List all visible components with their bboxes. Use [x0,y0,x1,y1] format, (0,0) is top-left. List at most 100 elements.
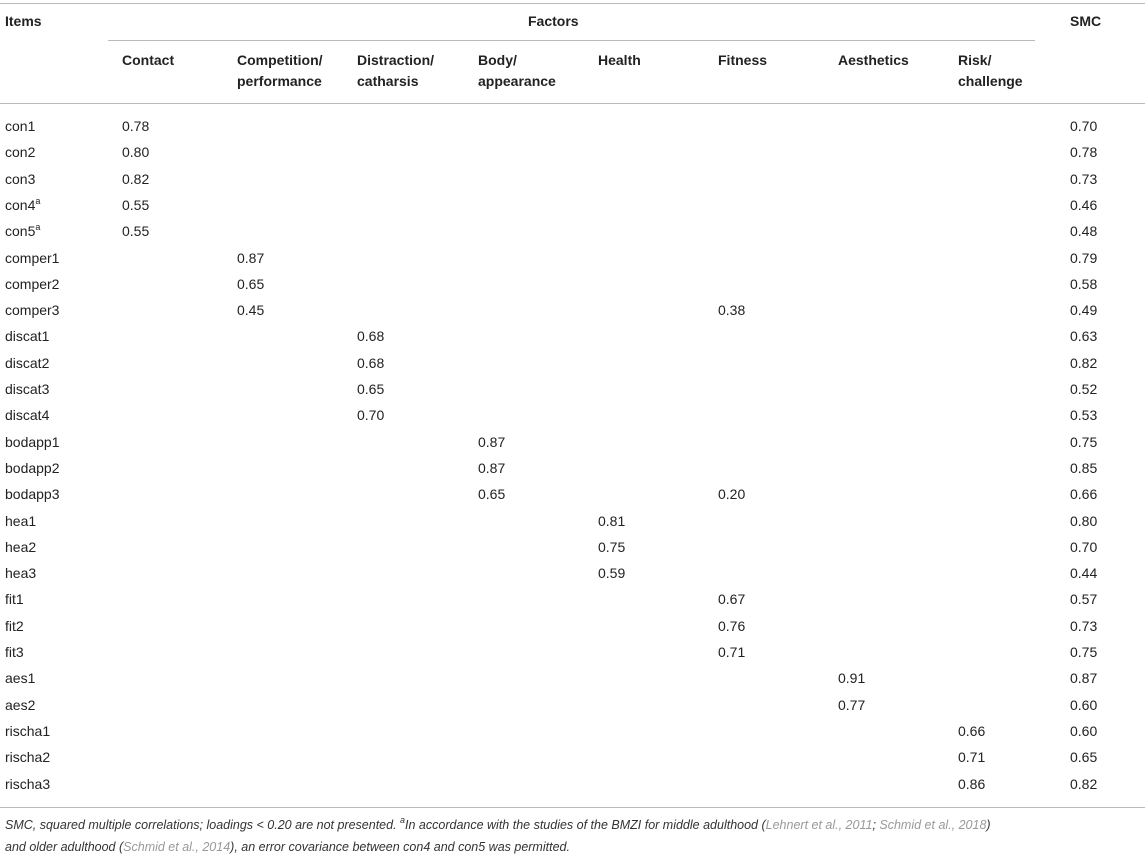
loading-cell: 0.87 [237,249,265,266]
item-label: con1 [5,118,36,134]
smc-cell: 0.44 [1070,565,1098,582]
footnote-text: SMC, squared multiple correlations; load… [5,818,401,832]
column-header: Contact [122,52,175,68]
column-header: Body/ [478,52,517,68]
loading-cell: 0.87 [478,433,506,450]
item-label: rischa1 [5,722,51,739]
item-label: con3 [5,170,36,187]
loading-cell: 0.55 [122,196,150,213]
item-label: hea2 [5,538,37,555]
loading-cell: 0.59 [598,565,626,582]
item-label: rischa2 [5,749,51,766]
item-label: con4 [5,196,36,213]
smc-cell: 0.60 [1070,722,1098,739]
item-label: discat2 [5,354,50,371]
item-cell: con3 [5,169,35,189]
item-cell: fit1 [5,589,24,609]
smc-cell: 0.80 [1070,512,1098,529]
item-cell: con1 [5,116,35,136]
top-rule [0,3,1145,4]
smc-cell: 0.78 [1070,144,1098,161]
smc-cell: 0.75 [1070,644,1098,660]
smc-cell: 0.52 [1070,381,1098,397]
factors-header: Factors [528,13,579,29]
footnote-text: ), an error covariance between con4 and … [230,840,570,854]
footnote: SMC, squared multiple correlations; load… [5,814,991,857]
smc-cell: 0.60 [1070,696,1098,713]
loading-cell: 0.66 [958,722,986,739]
item-label: aes1 [5,670,36,687]
citation[interactable]: Schmid et al., 2014 [123,840,231,854]
item-label: discat3 [5,381,50,397]
loading-cell: 0.91 [838,670,866,687]
item-label: comper2 [5,275,60,292]
smc-cell: 0.75 [1070,433,1098,450]
item-label: fit2 [5,617,24,634]
column-header: Health [598,52,641,68]
footnote-text: ; [872,818,880,832]
loading-cell: 0.20 [718,486,746,503]
item-label: discat4 [5,407,50,424]
item-label: hea3 [5,565,37,582]
loading-cell: 0.68 [357,354,385,371]
item-cell: aes1 [5,668,35,688]
smc-cell: 0.73 [1070,617,1098,634]
smc-cell: 0.57 [1070,591,1098,608]
footnote-mark: a [400,815,406,825]
column-header: challenge [958,73,1023,89]
item-label: comper3 [5,302,60,319]
item-label: rischa3 [5,775,51,792]
smc-cell: 0.79 [1070,249,1098,266]
loading-cell: 0.82 [122,170,150,187]
citation[interactable]: Schmid et al., 2018 [879,818,987,832]
loading-cell: 0.76 [718,617,746,634]
item-cell: fit3 [5,642,24,662]
loading-cell: 0.81 [598,512,626,529]
item-label: con5 [5,223,36,240]
column-header: Distraction/ [357,52,435,68]
item-cell: hea3 [5,563,36,583]
loading-cell: 0.68 [357,328,385,345]
smc-cell: 0.48 [1070,223,1098,240]
loading-cell: 0.71 [718,644,746,660]
loading-cell: 0.55 [122,223,150,240]
item-cell: con5a [5,221,40,241]
citation[interactable]: Lehnert et al., 2011 [765,818,873,832]
item-cell: comper1 [5,248,59,268]
loading-cell: 0.87 [478,459,506,476]
smc-cell: 0.46 [1070,196,1098,213]
column-header: performance [237,73,322,89]
item-label: discat1 [5,328,50,345]
smc-cell: 0.65 [1070,749,1098,766]
smc-cell: 0.49 [1070,302,1098,319]
column-header: Risk/ [958,52,992,68]
item-label: bodapp3 [5,486,60,503]
item-cell: con4a [5,195,40,215]
factors-rule [108,40,1035,41]
item-cell: hea2 [5,537,36,557]
smc-header: SMC [1070,13,1102,29]
item-label: fit3 [5,644,24,660]
smc-cell: 0.82 [1070,775,1098,792]
item-cell: comper3 [5,300,59,320]
item-label: bodapp1 [5,433,60,450]
item-cell: fit2 [5,616,24,636]
loading-cell: 0.67 [718,591,746,608]
item-cell: bodapp1 [5,432,60,452]
smc-cell: 0.73 [1070,170,1098,187]
item-cell: bodapp2 [5,458,60,478]
loading-cell: 0.38 [718,302,746,319]
item-label: con2 [5,144,36,161]
item-footnote-mark: a [35,222,41,233]
loading-cell: 0.65 [237,275,265,292]
item-cell: rischa2 [5,747,50,767]
loading-cell: 0.71 [958,749,986,766]
smc-cell: 0.87 [1070,670,1098,687]
item-label: bodapp2 [5,459,60,476]
item-label: fit1 [5,591,24,608]
smc-cell: 0.70 [1070,538,1098,555]
footnote-text: ) [986,818,991,832]
item-cell: discat3 [5,379,49,399]
smc-cell: 0.85 [1070,459,1098,476]
